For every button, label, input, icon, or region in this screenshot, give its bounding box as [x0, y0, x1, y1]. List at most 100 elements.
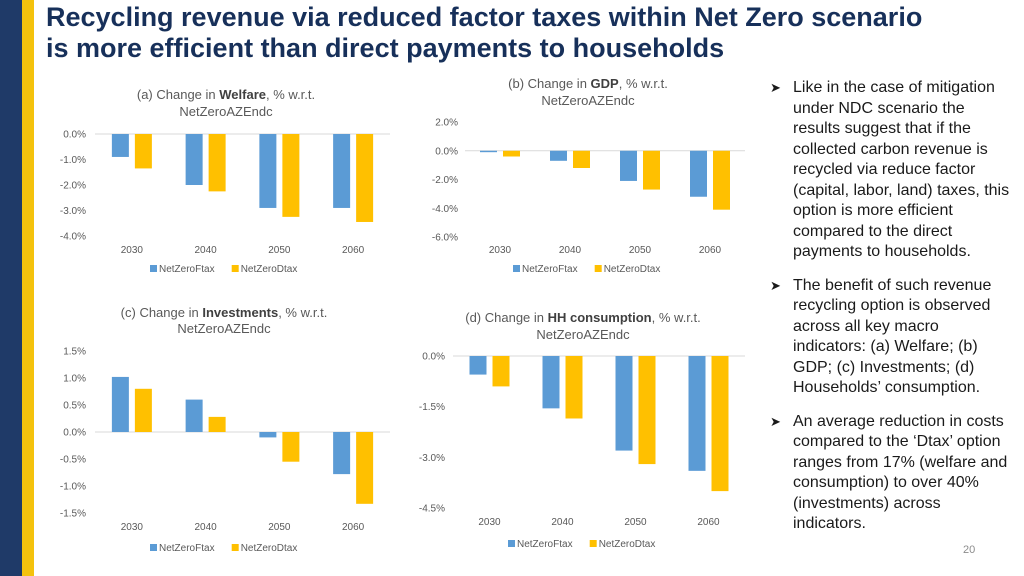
chart-title-prefix: (b) Change in — [508, 76, 590, 91]
bar-NetZeroFtax-2050 — [615, 356, 633, 451]
chart-title-suffix: , % w.r.t. — [652, 310, 701, 325]
x-tick-label: 2040 — [559, 245, 582, 256]
x-tick-label: 2050 — [268, 522, 291, 533]
chart-title: (c) Change in Investments, % w.r.t. — [121, 305, 328, 320]
bar-NetZeroFtax-2040 — [542, 356, 560, 409]
chart-2: (c) Change in Investments, % w.r.t. NetZe… — [60, 305, 390, 554]
legend-label: NetZeroDtax — [241, 543, 298, 554]
y-tick-label: 0.0% — [63, 130, 86, 141]
bar-NetZeroDtax-2060 — [711, 356, 729, 492]
chart-title-prefix: (a) Change in — [137, 87, 219, 102]
x-tick-label: 2060 — [342, 245, 365, 256]
chart-title-suffix: , % w.r.t. — [619, 76, 668, 91]
legend-swatch — [150, 544, 157, 551]
bar-NetZeroDtax-2040 — [573, 150, 590, 168]
bar-NetZeroDtax-2050 — [638, 356, 656, 465]
x-tick-label: 2030 — [489, 245, 512, 256]
x-tick-label: 2060 — [342, 522, 365, 533]
x-tick-label: 2040 — [195, 245, 218, 256]
x-tick-label: 2030 — [121, 522, 144, 533]
x-tick-label: 2030 — [478, 517, 501, 528]
bullet-text: The benefit of such revenue recycling op… — [793, 276, 992, 397]
x-tick-label: 2030 — [121, 245, 144, 256]
y-tick-label: 1.5% — [63, 347, 86, 358]
bar-NetZeroFtax-2060 — [690, 150, 707, 197]
chart-title-bold: Investments — [202, 305, 278, 320]
legend-swatch — [594, 265, 602, 272]
bar-NetZeroDtax-2030 — [134, 134, 152, 169]
y-tick-label: -3.0% — [60, 206, 86, 217]
page-number: 20 — [963, 544, 976, 556]
bar-NetZeroDtax-2030 — [492, 356, 510, 387]
y-tick-label: -2.0% — [432, 175, 458, 186]
bar-NetZeroFtax-2050 — [259, 134, 277, 208]
bar-NetZeroDtax-2050 — [282, 432, 300, 462]
bar-NetZeroFtax-2040 — [185, 134, 203, 185]
chart-title: (a) Change in Welfare, % w.r.t. — [137, 87, 315, 102]
x-tick-label: 2060 — [697, 517, 720, 528]
bar-NetZeroDtax-2050 — [643, 150, 660, 190]
legend-label: NetZeroDtax — [604, 264, 661, 275]
y-tick-label: -4.0% — [60, 232, 86, 243]
legend-swatch — [231, 544, 239, 551]
legend-swatch — [508, 540, 515, 547]
chart-3: (d) Change in HH consumption, % w.r.t. Ne… — [419, 310, 745, 550]
left-accent-bar — [0, 0, 34, 576]
legend-swatch — [513, 265, 520, 272]
bar-NetZeroDtax-2050 — [282, 134, 300, 217]
x-tick-label: 2050 — [629, 245, 652, 256]
chart-title-bold: Welfare — [219, 87, 266, 102]
arrow-bullet-icon: ➤ — [770, 80, 781, 95]
bar-NetZeroFtax-2050 — [620, 150, 637, 181]
y-tick-label: -4.0% — [432, 204, 458, 215]
y-tick-label: -3.0% — [419, 453, 445, 464]
x-tick-label: 2040 — [195, 522, 218, 533]
bullet-text: An average reduction in costs compared t… — [793, 412, 1008, 533]
y-tick-label: 0.0% — [435, 146, 458, 157]
y-tick-label: -1.5% — [60, 509, 86, 520]
chart-subtitle: NetZeroAZEndc — [179, 104, 273, 119]
bar-NetZeroFtax-2040 — [550, 150, 567, 161]
chart-title: (d) Change in HH consumption, % w.r.t. — [465, 310, 701, 325]
legend-label: NetZeroDtax — [599, 539, 656, 550]
slide-title-line1: Recycling revenue via reduced factor tax… — [46, 2, 923, 32]
y-tick-label: 2.0% — [435, 118, 458, 129]
bar-NetZeroDtax-2040 — [208, 134, 226, 192]
legend-swatch — [231, 265, 239, 272]
chart-subtitle: NetZeroAZEndc — [541, 93, 635, 108]
y-tick-label: -0.5% — [60, 455, 86, 466]
chart-title-suffix: , % w.r.t. — [266, 87, 315, 102]
y-tick-label: -4.5% — [419, 504, 445, 515]
arrow-bullet-icon: ➤ — [770, 413, 781, 429]
bar-NetZeroDtax-2040 — [208, 416, 226, 432]
y-tick-label: -6.0% — [432, 233, 458, 244]
legend-swatch — [150, 265, 157, 272]
y-tick-label: 0.0% — [422, 352, 445, 363]
left-accent-gold — [22, 0, 34, 576]
x-tick-label: 2060 — [699, 245, 722, 256]
x-tick-label: 2050 — [624, 517, 647, 528]
arrow-bullet-icon: ➤ — [770, 277, 781, 293]
chart-1: (b) Change in GDP, % w.r.t. NetZeroAZEndc… — [432, 76, 745, 275]
chart-title-suffix: , % w.r.t. — [278, 305, 327, 320]
bar-NetZeroFtax-2030 — [469, 356, 487, 375]
x-tick-label: 2040 — [551, 517, 574, 528]
bar-NetZeroDtax-2060 — [713, 150, 730, 210]
bar-NetZeroFtax-2030 — [111, 134, 129, 157]
bar-NetZeroFtax-2060 — [688, 356, 706, 471]
bullet-list: ➤ Like in the case of mitigation under N… — [770, 78, 1015, 548]
bar-NetZeroDtax-2060 — [356, 432, 374, 504]
bar-NetZeroDtax-2030 — [134, 388, 152, 432]
y-tick-label: 0.5% — [63, 401, 86, 412]
bullet-item: ➤ An average reduction in costs compared… — [770, 412, 1015, 535]
legend-label: NetZeroFtax — [517, 539, 573, 550]
bullet-item: ➤ Like in the case of mitigation under N… — [770, 78, 1015, 263]
bar-NetZeroFtax-2060 — [333, 432, 351, 475]
y-tick-label: -1.0% — [60, 482, 86, 493]
bar-NetZeroDtax-2030 — [503, 150, 520, 157]
left-accent-navy — [0, 0, 22, 576]
chart-title-prefix: (d) Change in — [465, 310, 547, 325]
chart-subtitle: NetZeroAZEndc — [536, 327, 630, 342]
y-tick-label: -2.0% — [60, 181, 86, 192]
